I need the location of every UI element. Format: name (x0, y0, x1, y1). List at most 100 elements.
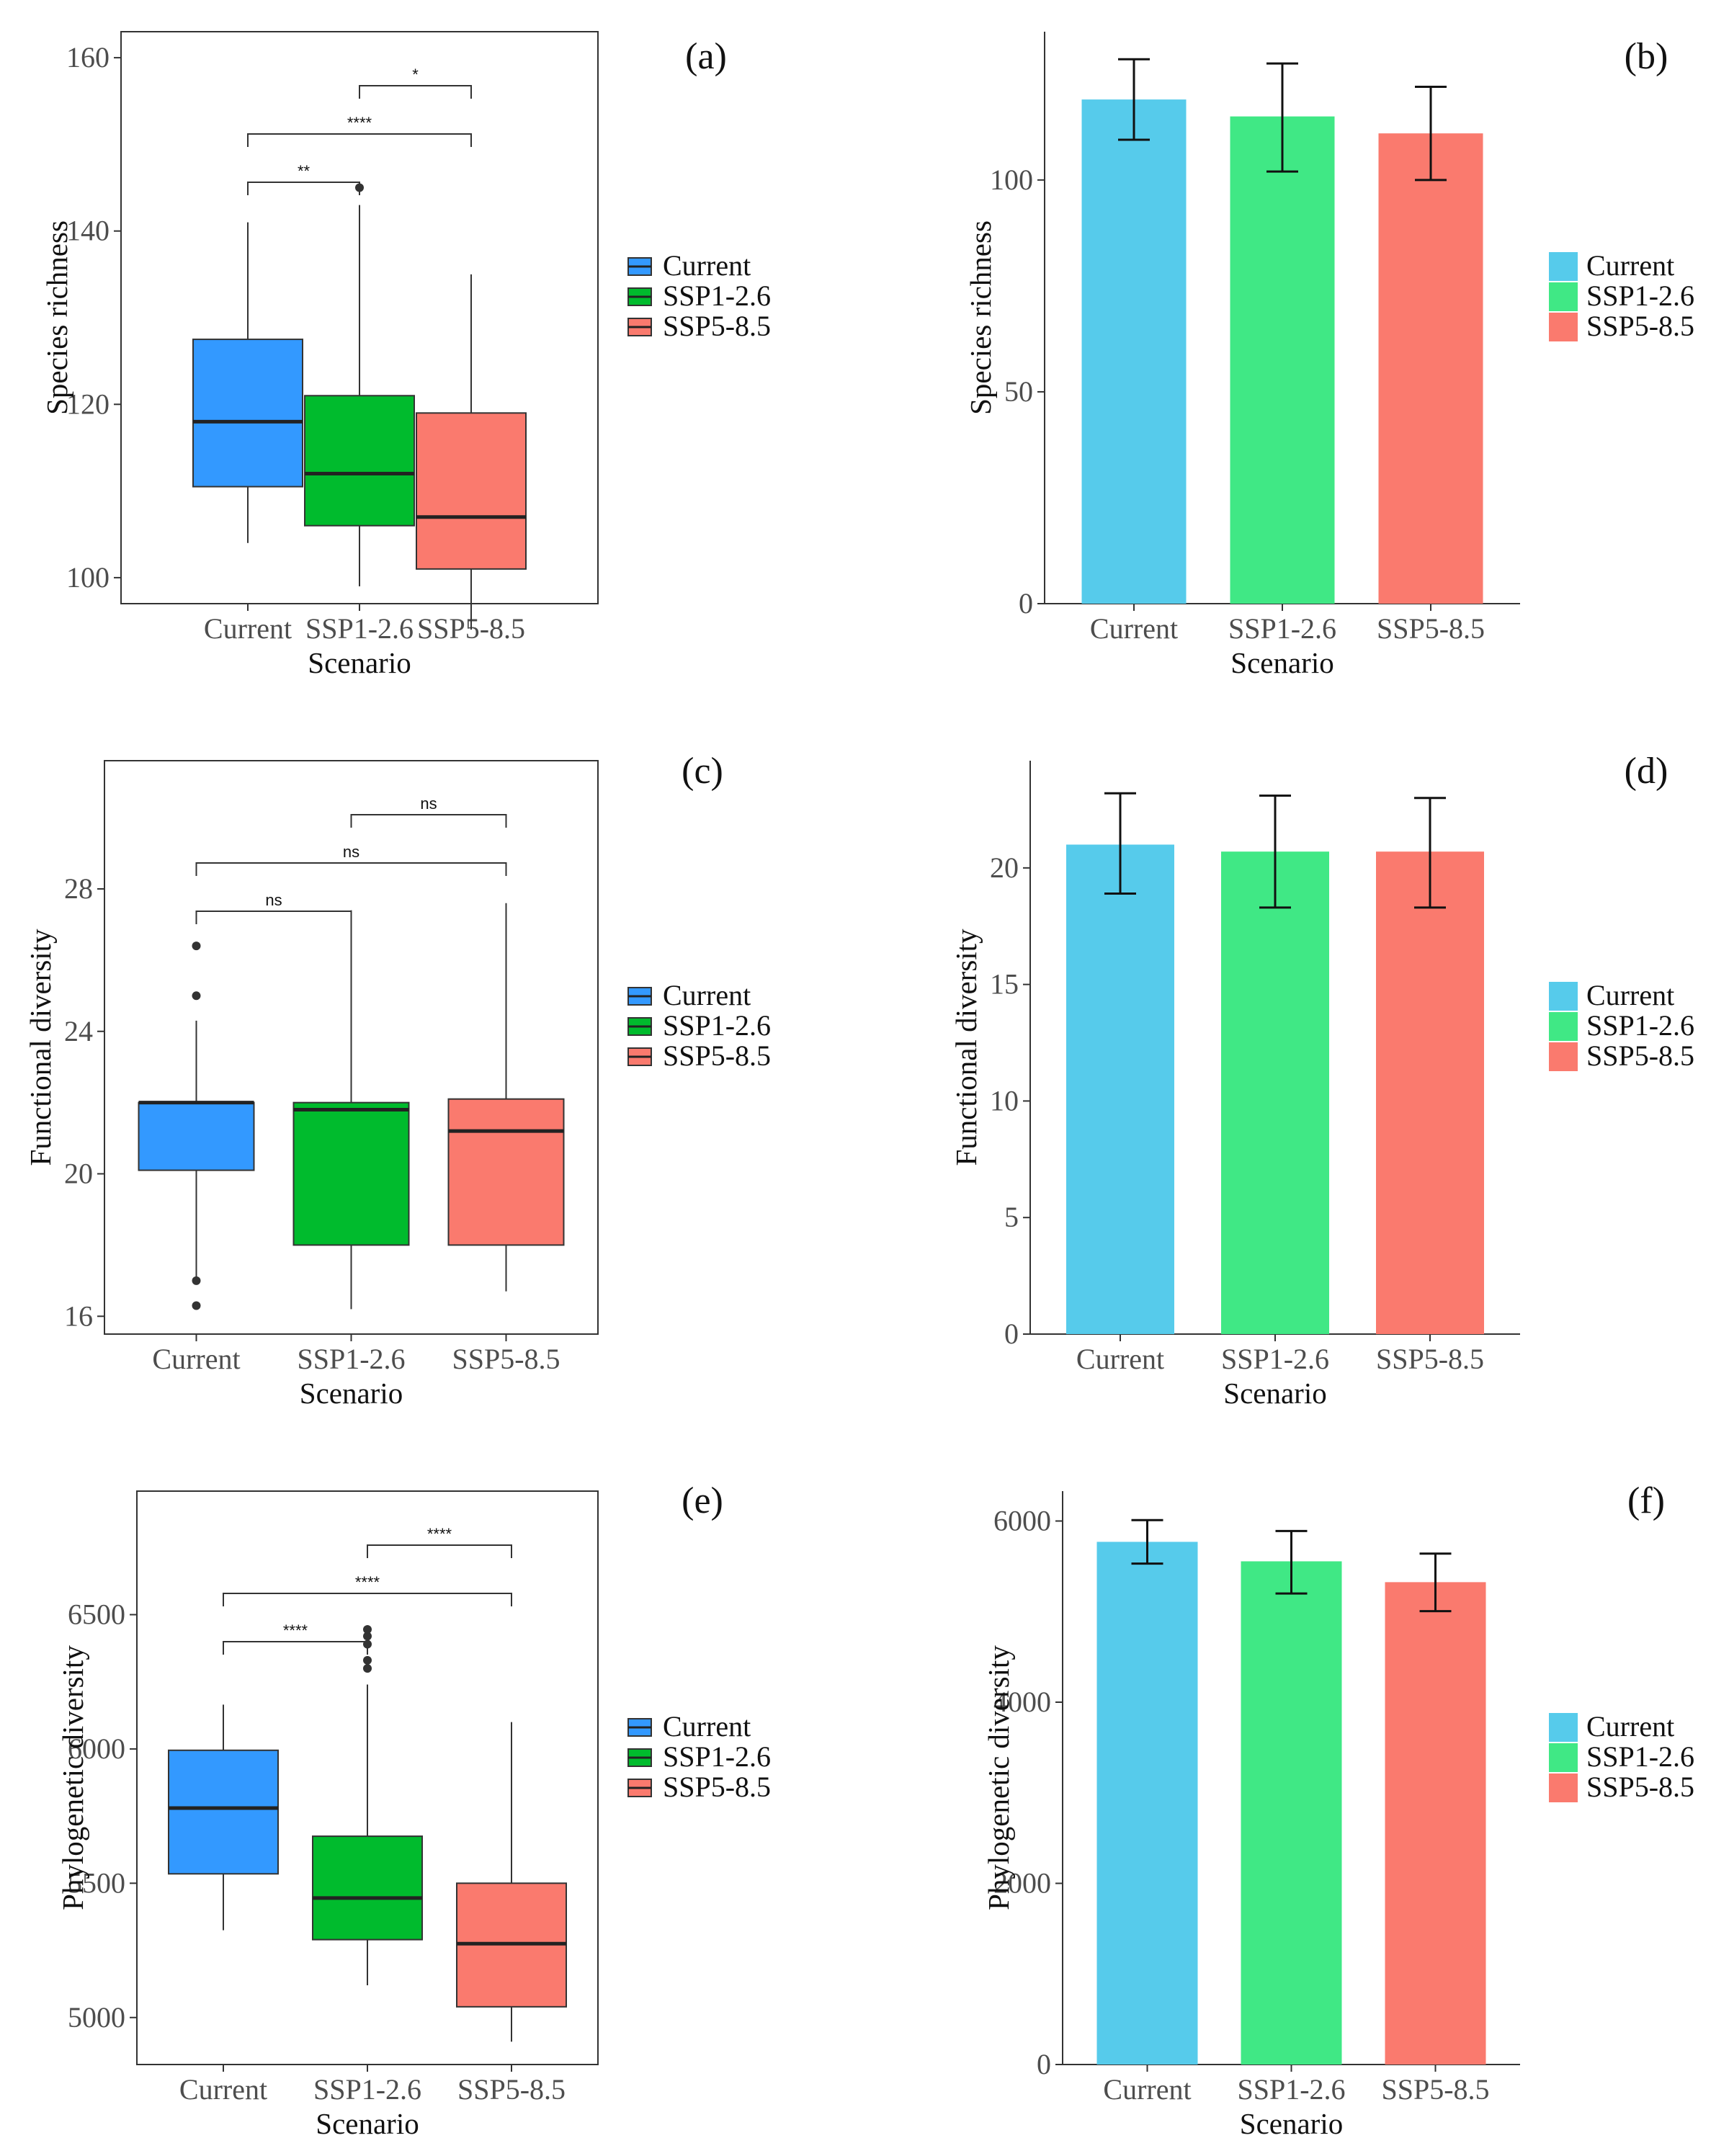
legend-key (1549, 313, 1578, 341)
x-tick-label: SSP1-2.6 (297, 1343, 405, 1375)
box-1 (312, 1625, 423, 1986)
box-body (192, 339, 303, 488)
bar-1 (1221, 851, 1329, 1334)
legend-label: Current (663, 249, 751, 282)
legend-label: SSP1-2.6 (1586, 279, 1694, 312)
x-tick-label: SSP1-2.6 (305, 612, 414, 645)
significance-label: ns (420, 795, 437, 813)
y-tick-label: 20 (64, 1158, 93, 1190)
y-tick-label: 100 (66, 561, 110, 594)
legend-label: Current (1586, 249, 1674, 282)
significance-label: * (412, 66, 419, 84)
panel-label: (f) (1627, 1480, 1665, 1521)
bracket-line (359, 85, 472, 99)
x-axis-title: Scenario (1230, 646, 1333, 679)
x-tick-label: Current (204, 612, 292, 645)
box-2 (416, 274, 527, 630)
legend-swatch (1549, 1743, 1578, 1772)
legend-key (627, 1779, 652, 1797)
box-2 (456, 1722, 567, 2042)
y-tick-label: 140 (66, 215, 110, 247)
legend-label: SSP1-2.6 (663, 279, 771, 312)
significance-label: ns (343, 843, 359, 861)
significance-bracket: ns (350, 795, 507, 828)
x-axis-title: Scenario (1240, 2107, 1343, 2140)
y-tick-label: 0 (1019, 587, 1033, 619)
y-tick-label: 6000 (68, 1732, 125, 1765)
box-0 (192, 222, 303, 543)
bar-2 (1376, 851, 1484, 1334)
x-tick-label: Current (179, 2073, 267, 2106)
legend-label: SSP1-2.6 (663, 1009, 771, 1042)
legend-key (1549, 282, 1578, 311)
legend-label: SSP5-8.5 (663, 1771, 771, 1803)
legend-label: SSP5-8.5 (1586, 310, 1694, 342)
error-bar (1104, 792, 1136, 895)
x-tick-label: SSP1-2.6 (1221, 1343, 1329, 1375)
y-tick-label: 160 (66, 41, 110, 73)
y-tick-label: 5000 (68, 2001, 125, 2034)
y-tick-label: 2000 (993, 1866, 1051, 1899)
y-tick-label: 6500 (68, 1598, 125, 1631)
legend-swatch (1549, 1713, 1578, 1742)
legend-label: SSP5-8.5 (1586, 1039, 1694, 1072)
box-2 (447, 903, 565, 1292)
significance-bracket: **** (247, 114, 472, 147)
box-body (312, 1835, 423, 1941)
legend-label: SSP5-8.5 (663, 310, 771, 342)
panel-label: (d) (1625, 751, 1668, 792)
outlier-point (192, 991, 201, 1001)
error-bar (1259, 795, 1291, 909)
y-tick-label: 120 (66, 388, 110, 420)
error-bar (1275, 1529, 1308, 1595)
box-body (168, 1749, 279, 1875)
significance-label: ** (298, 162, 310, 180)
legend-key (627, 287, 652, 306)
x-tick-label: SSP5-8.5 (1376, 1343, 1484, 1375)
y-tick-label: 0 (1004, 1318, 1019, 1350)
legend-key (1549, 1743, 1578, 1772)
bracket-line (247, 133, 472, 147)
box-body (447, 1098, 565, 1246)
x-tick-label: SSP5-8.5 (1381, 2073, 1489, 2106)
box-0 (168, 1704, 279, 1931)
panel-label: (b) (1625, 36, 1668, 77)
y-axis-title: Phylogenetic diversity (982, 1645, 1015, 1910)
x-tick-label: Current (1076, 1343, 1164, 1375)
x-axis-title: Scenario (1223, 1377, 1326, 1410)
box-body (304, 395, 415, 527)
x-tick-label: Current (1103, 2073, 1191, 2106)
x-tick-label: SSP1-2.6 (313, 2073, 421, 2106)
legend-label: SSP1-2.6 (663, 1740, 771, 1773)
legend-key (627, 1718, 652, 1737)
y-tick-label: 6000 (993, 1504, 1051, 1537)
x-tick-label: SSP5-8.5 (1377, 612, 1485, 645)
error-bar (1131, 1518, 1163, 1565)
x-tick-label: Current (152, 1343, 240, 1375)
legend-key (1549, 982, 1578, 1011)
legend-label: SSP5-8.5 (1586, 1771, 1694, 1803)
x-tick-label: SSP1-2.6 (1237, 2073, 1345, 2106)
error-bar (1118, 58, 1150, 141)
panel-label: (e) (682, 1480, 723, 1521)
legend-label: SSP1-2.6 (1586, 1009, 1694, 1042)
y-tick-label: 10 (990, 1084, 1019, 1117)
legend-key (627, 318, 652, 336)
legend-swatch (1549, 1773, 1578, 1802)
box-body (138, 1101, 255, 1171)
legend-key (627, 1748, 652, 1767)
error-bar (1414, 797, 1446, 909)
y-tick-label: 16 (64, 1300, 93, 1332)
legend-key (627, 1047, 652, 1066)
outlier-point (192, 1301, 201, 1310)
y-tick-label: 4000 (993, 1686, 1051, 1718)
box-0 (138, 941, 255, 1310)
error-bar (1266, 62, 1298, 173)
